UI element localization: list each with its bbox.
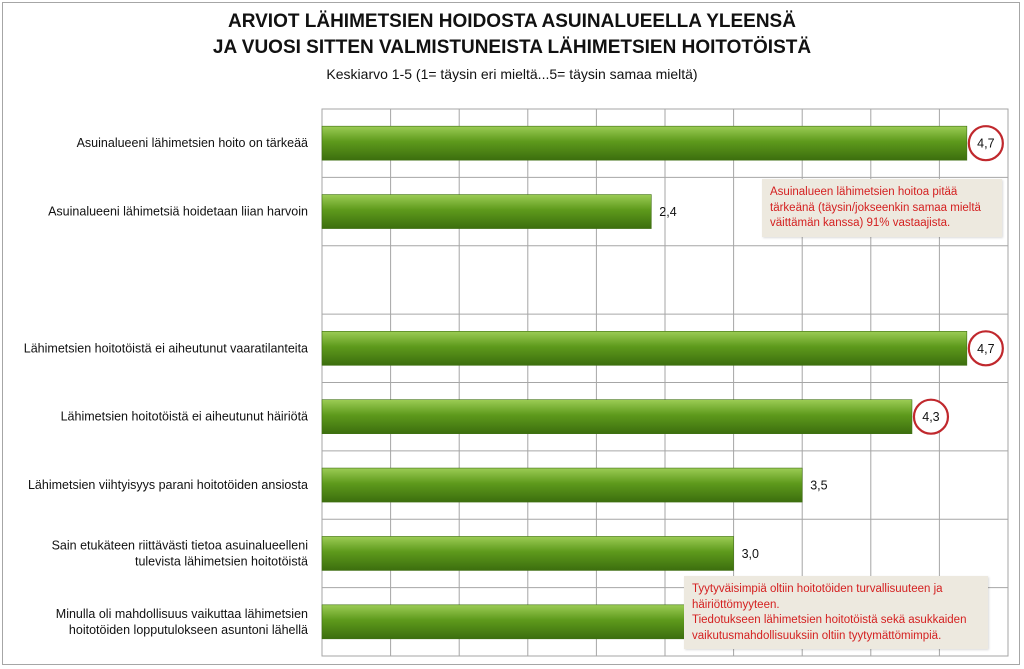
callout-note-satisfaction: Tyytyväisimpiä oltiin hoitotöiden turval… <box>684 576 988 649</box>
category-label: Lähimetsien hoitotöistä ei aiheutunut hä… <box>61 410 308 424</box>
bar <box>321 604 707 640</box>
value-label: 4,7 <box>977 342 994 356</box>
category-label: Lähimetsien hoitotöistä ei aiheutunut va… <box>24 341 308 355</box>
bar <box>321 125 968 161</box>
value-label: 4,3 <box>922 410 939 424</box>
bar <box>321 467 803 503</box>
chart-subtitle: Keskiarvo 1-5 (1= täysin eri mieltä...5=… <box>326 66 698 82</box>
chart-title-line1: ARVIOT LÄHIMETSIEN HOIDOSTA ASUINALUEELL… <box>228 11 796 32</box>
callout-note-importance: Asuinalueen lähimetsien hoitoa pitää tär… <box>762 179 1002 237</box>
chart-title-line2: JA VUOSI SITTEN VALMISTUNEISTA LÄHIMETSI… <box>212 37 812 58</box>
note1-line: Asuinalueen lähimetsien hoitoa pitää <box>770 186 958 198</box>
value-label: 2,4 <box>659 205 676 219</box>
value-label: 3,5 <box>810 479 827 493</box>
bar <box>321 331 968 366</box>
bar <box>321 194 652 229</box>
category-label: Sain etukäteen riittävästi tietoa asuina… <box>52 538 308 568</box>
category-label: Asuinalueeni lähimetsien hoito on tärkeä… <box>77 136 308 150</box>
note2-line: vaikutusmahdollisuuksiin oltiin tyytymät… <box>692 629 942 642</box>
category-label: Minulla oli mahdollisuus vaikuttaa lähim… <box>56 607 308 637</box>
bar <box>321 536 734 571</box>
value-label: 4,7 <box>977 137 994 151</box>
note2-line: häiriöttömyyteen. <box>692 598 780 611</box>
highlight-circle <box>912 398 950 435</box>
bar <box>321 399 913 434</box>
note1-line: tärkeänä (täysin/jokseenkin samaa mieltä <box>770 201 981 214</box>
highlight-circle <box>967 330 1004 367</box>
value-label: 3,0 <box>742 547 759 561</box>
highlight-circle <box>967 125 1004 162</box>
note2-line: Tiedotukseen lähimetsien hoitotöistä sek… <box>692 614 967 626</box>
category-label: Asuinalueeni lähimetsiä hoidetaan liian … <box>48 205 308 219</box>
category-label: Lähimetsien viihtyisyys parani hoitotöid… <box>28 478 308 492</box>
note1-line: väittämän kanssa) 91% vastaajista. <box>770 217 951 229</box>
note2-line: Tyytyväisimpiä oltiin hoitotöiden turval… <box>692 583 943 595</box>
